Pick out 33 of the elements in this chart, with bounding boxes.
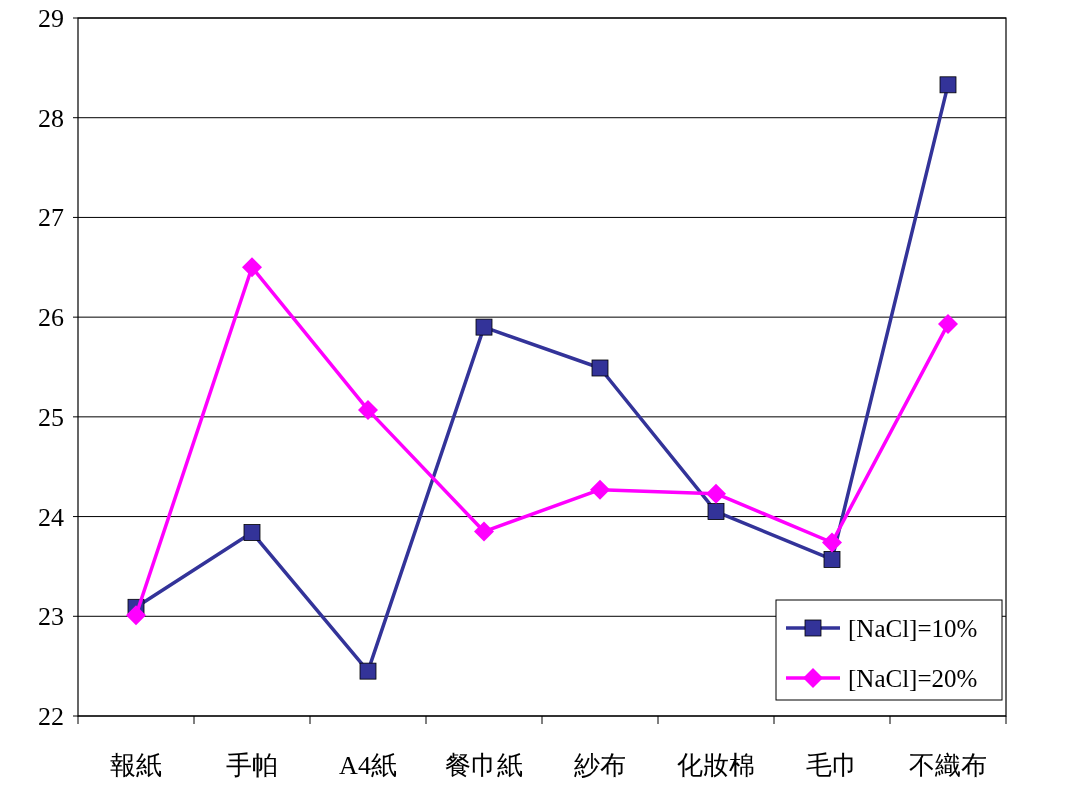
x-tick-label: 毛巾 (806, 751, 858, 780)
point (242, 257, 262, 278)
point (706, 483, 726, 504)
y-tick-label: 23 (38, 602, 64, 632)
y-tick-label: 26 (38, 303, 64, 333)
y-tick-label: 29 (38, 4, 64, 33)
point (475, 318, 493, 336)
point (243, 524, 261, 541)
point (938, 314, 958, 335)
x-tick-label: 紗布 (574, 751, 626, 780)
point (126, 605, 146, 626)
y-tick-label: 25 (38, 402, 64, 432)
x-tick-label: 化妝棉 (677, 751, 755, 780)
point (359, 662, 377, 680)
point (822, 532, 842, 553)
x-tick-label: 手帕 (226, 751, 278, 780)
point (590, 479, 610, 500)
point (707, 503, 725, 520)
point (939, 76, 957, 94)
x-tick-label: 不織布 (909, 751, 987, 780)
x-tick-label: 報紙 (110, 751, 162, 780)
point (591, 359, 609, 377)
y-tick-label: 22 (38, 702, 64, 731)
x-tick-label: A4紙 (339, 751, 397, 780)
legend-label: [NaCl]=20% (848, 665, 978, 692)
y-tick-label: 27 (38, 203, 64, 233)
x-tick-label: 餐巾紙 (445, 751, 523, 780)
y-tick-label: 24 (38, 502, 64, 532)
point (823, 551, 841, 568)
legend-label: [NaCl]=10% (848, 615, 978, 642)
point (358, 399, 378, 420)
y-tick-label: 28 (38, 103, 64, 133)
point (474, 521, 494, 542)
